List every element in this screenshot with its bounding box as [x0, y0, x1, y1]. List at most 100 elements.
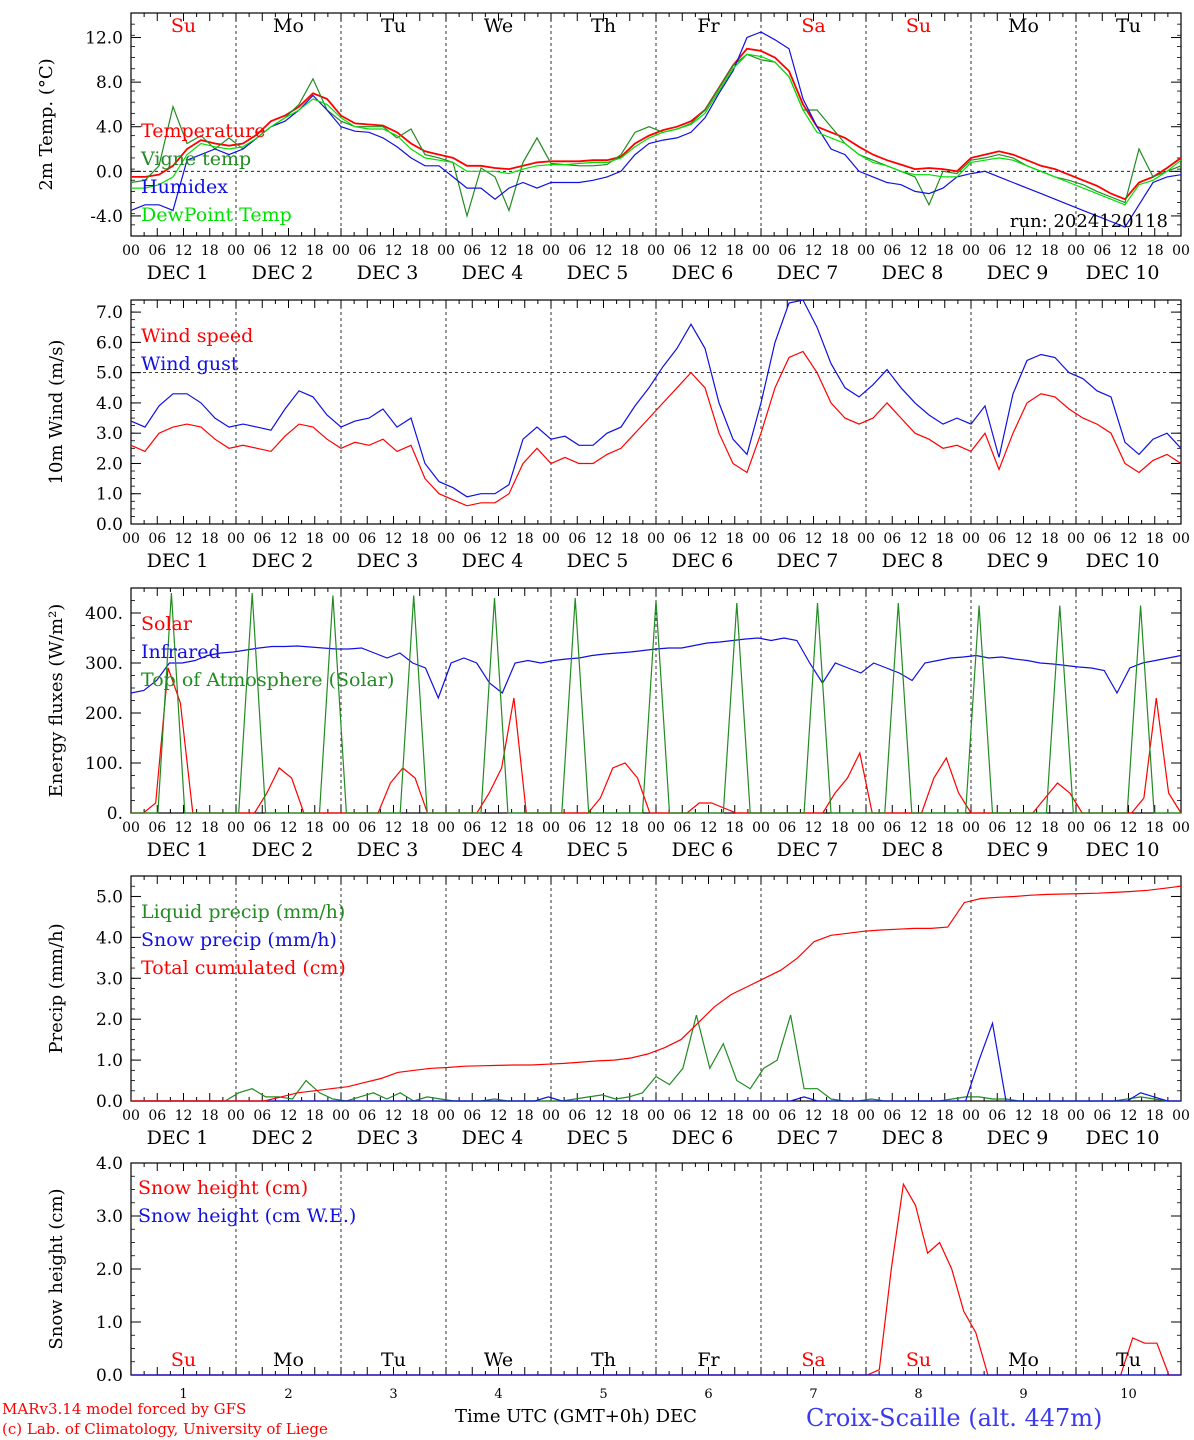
panel-3: 0. 100. 200. 300. 400. Energy fluxes (W/m²) So… — [46, 587, 1190, 861]
day-label: Sa — [801, 15, 825, 37]
hour-tick-label: 18 — [726, 531, 744, 547]
hour-tick-label: 18 — [936, 531, 954, 547]
hour-tick-label: 12 — [910, 1108, 928, 1124]
date-label: DEC 9 — [987, 839, 1049, 861]
hour-tick-label: 12 — [805, 1108, 823, 1124]
day-number-label: 5 — [599, 1387, 607, 1402]
hour-tick-label: 00 — [437, 531, 455, 547]
hour-tick-label: 12 — [1015, 1108, 1033, 1124]
hour-tick-label: 18 — [1146, 1108, 1164, 1124]
y-tick-label: 1.0 — [96, 1313, 123, 1333]
hour-tick-label: 06 — [1093, 1108, 1111, 1124]
hour-tick-label: 18 — [831, 243, 849, 259]
hour-tick-label: 06 — [148, 243, 166, 259]
date-label: DEC 8 — [882, 550, 944, 572]
hour-tick-label: 18 — [1146, 820, 1164, 836]
y-tick-label: 8.0 — [96, 73, 123, 93]
day-number-label: 2 — [284, 1387, 292, 1402]
hour-tick-label: 12 — [280, 820, 298, 836]
hour-tick-label: 12 — [805, 531, 823, 547]
y-tick-label: 4.0 — [96, 1154, 123, 1174]
hour-tick-label: 06 — [988, 820, 1006, 836]
hour-tick-label: 06 — [148, 1108, 166, 1124]
hour-tick-label: 00 — [1067, 531, 1085, 547]
plot-frame — [130, 587, 1182, 814]
hour-tick-label: 12 — [175, 531, 193, 547]
legend-entry: DewPoint Temp — [141, 204, 292, 226]
hour-tick-label: 12 — [700, 531, 718, 547]
day-label: Fr — [697, 15, 720, 37]
hour-tick-label: 00 — [227, 531, 245, 547]
hour-tick-label: 12 — [1015, 820, 1033, 836]
series-line-snow-precip-mm-h- — [131, 1020, 1181, 1102]
day-number-label: 9 — [1019, 1387, 1027, 1402]
legend-entry: Vigne temp — [140, 148, 251, 170]
y-tick-label: 5.0 — [96, 887, 123, 907]
hour-tick-label: 12 — [805, 820, 823, 836]
y-tick-label: 7.0 — [96, 303, 123, 323]
day-label: Su — [171, 15, 196, 37]
hour-tick-label: 00 — [962, 243, 980, 259]
hour-tick-label: 12 — [490, 1108, 508, 1124]
hour-tick-label: 18 — [1041, 1108, 1059, 1124]
hour-tick-label: 18 — [1041, 820, 1059, 836]
hour-tick-label: 06 — [568, 531, 586, 547]
date-label: DEC 1 — [147, 1127, 209, 1149]
hour-tick-label: 06 — [778, 531, 796, 547]
hour-tick-label: 06 — [568, 1108, 586, 1124]
hour-tick-label: 06 — [883, 1108, 901, 1124]
hour-tick-label: 06 — [883, 820, 901, 836]
hour-tick-label: 12 — [385, 243, 403, 259]
legend-entry: Temperature — [141, 120, 265, 142]
legend-entry: Solar — [141, 613, 193, 635]
hour-tick-label: 00 — [752, 1108, 770, 1124]
hour-tick-label: 12 — [595, 531, 613, 547]
hour-tick-label: 12 — [280, 531, 298, 547]
series-line-infrared — [130, 637, 1182, 700]
hour-tick-label: 00 — [1067, 1108, 1085, 1124]
hour-tick-label: 06 — [463, 1108, 481, 1124]
y-tick-label: 0.0 — [96, 1092, 123, 1112]
y-tick-label: 3.0 — [96, 969, 123, 989]
hour-tick-label: 18 — [516, 1108, 534, 1124]
hour-tick-label: 00 — [752, 531, 770, 547]
y-tick-label: 4.0 — [96, 394, 123, 414]
hour-tick-label: 18 — [1146, 243, 1164, 259]
hour-tick-label: 06 — [253, 531, 271, 547]
hour-tick-label: 12 — [595, 243, 613, 259]
hour-tick-label: 12 — [595, 820, 613, 836]
footer-model: MARv3.14 model forced by GFS — [2, 1400, 246, 1418]
hour-tick-label: 00 — [857, 243, 875, 259]
date-label: DEC 1 — [147, 262, 209, 284]
hour-tick-label: 00 — [857, 1108, 875, 1124]
run-annotation: run: 2024120118 — [1010, 211, 1168, 232]
hour-tick-label: 00 — [647, 531, 665, 547]
hour-tick-label: 12 — [1120, 531, 1138, 547]
date-label: DEC 5 — [567, 550, 629, 572]
hour-tick-label: 18 — [201, 243, 219, 259]
hour-tick-label: 00 — [542, 531, 560, 547]
day-label: Tu — [381, 1349, 406, 1371]
y-tick-label: 200. — [85, 704, 123, 724]
series-line-dewpoint-temp — [131, 53, 1182, 206]
date-label: DEC 4 — [462, 1127, 524, 1149]
day-label: Su — [906, 15, 931, 37]
hour-tick-label: 18 — [726, 820, 744, 836]
hour-tick-label: 06 — [778, 243, 796, 259]
hour-tick-label: 18 — [621, 243, 639, 259]
hour-tick-label: 00 — [542, 243, 560, 259]
y-tick-label: 0. — [107, 804, 123, 824]
hour-tick-label: 18 — [1041, 531, 1059, 547]
date-label: DEC 2 — [252, 550, 314, 572]
y-tick-label: 2.0 — [96, 1010, 123, 1030]
hour-tick-label: 00 — [437, 243, 455, 259]
hour-tick-label: 12 — [1120, 1108, 1138, 1124]
legend-entry: Snow height (cm) — [138, 1177, 308, 1199]
hour-tick-label: 12 — [280, 1108, 298, 1124]
hour-tick-label: 00 — [1172, 243, 1190, 259]
y-tick-label: 2.0 — [96, 454, 123, 474]
hour-tick-label: 00 — [857, 531, 875, 547]
hour-tick-label: 00 — [962, 820, 980, 836]
hour-tick-label: 00 — [1172, 1108, 1190, 1124]
hour-tick-label: 00 — [857, 820, 875, 836]
